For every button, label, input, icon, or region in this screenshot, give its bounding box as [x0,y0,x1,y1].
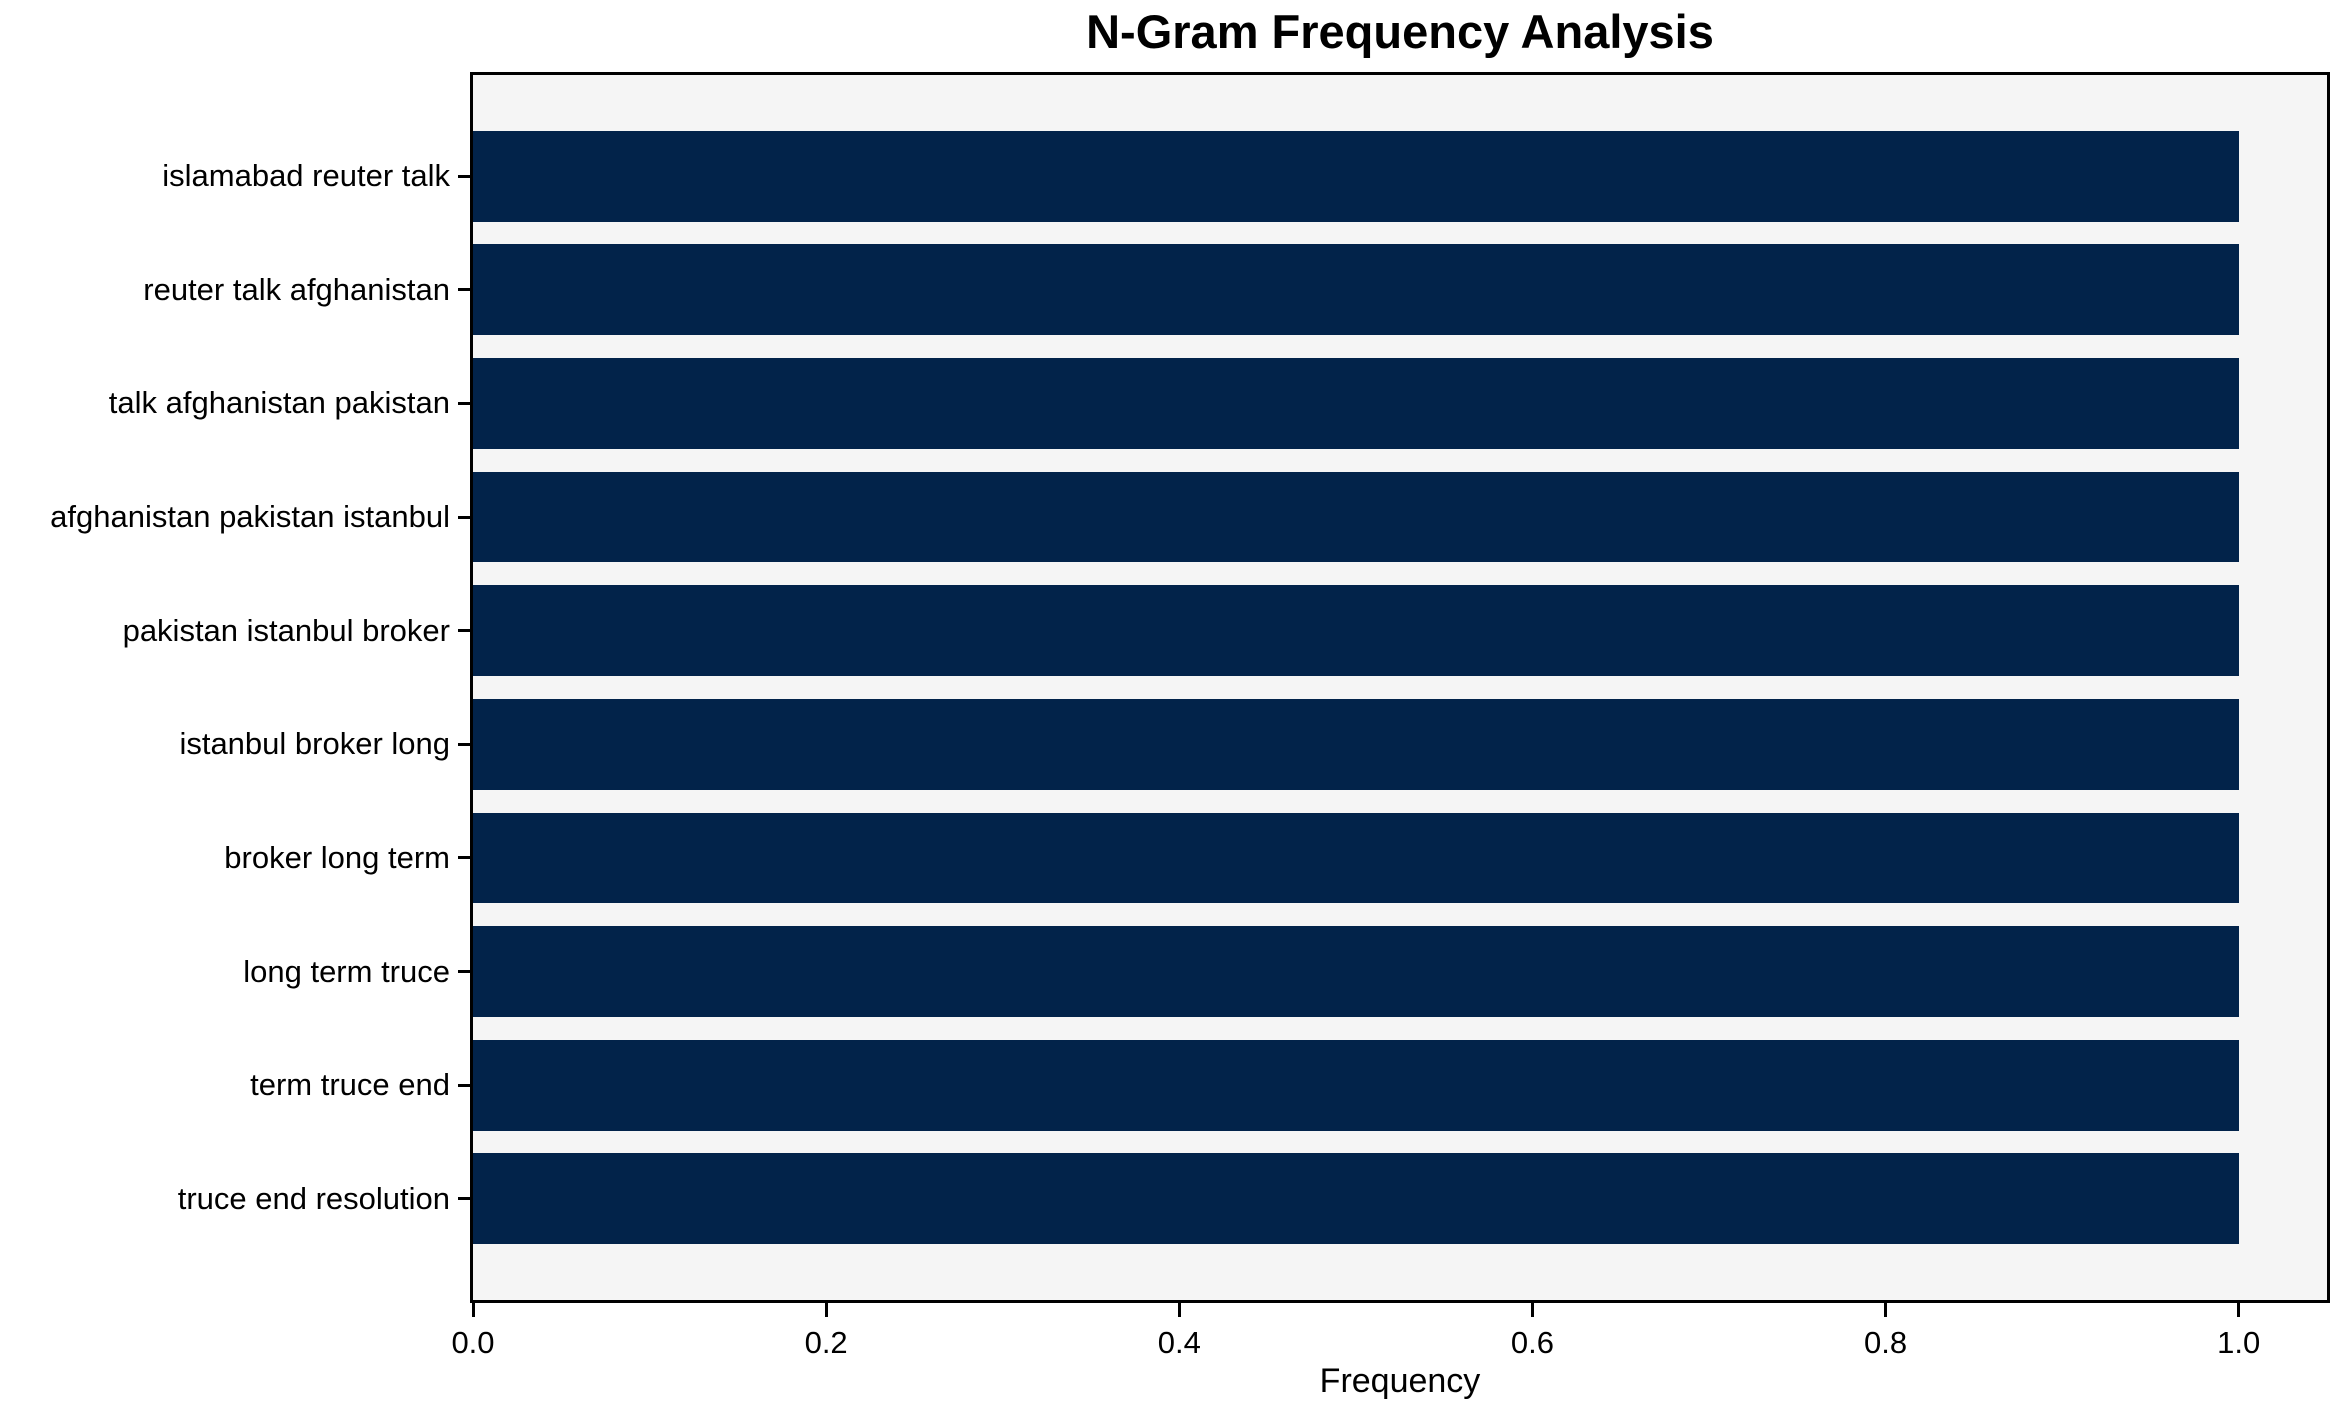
y-tick-mark [458,1197,470,1201]
chart-title: N-Gram Frequency Analysis [1086,5,1714,58]
y-tick-mark [458,174,470,178]
x-tick-label: 0.4 [1157,1325,1201,1360]
y-tick-label: talk afghanistan pakistan [108,385,450,421]
y-tick-label: islamabad reuter talk [162,158,450,194]
bar [473,698,2239,790]
y-tick-label: reuter talk afghanistan [143,271,450,307]
x-tick-label: 0.2 [804,1325,848,1360]
x-tick-label: 0.6 [1510,1325,1554,1360]
y-tick-label: truce end resolution [177,1180,450,1216]
x-tick-mark [471,1303,475,1317]
x-tick-mark [824,1303,828,1317]
y-tick-mark [458,742,470,746]
y-tick-mark [458,970,470,974]
x-tick-mark [1530,1303,1534,1317]
bar [473,130,2239,222]
y-tick-label: istanbul broker long [179,726,450,762]
plot-area [470,72,2330,1303]
x-tick-mark [2237,1303,2241,1317]
y-tick-label: broker long term [224,839,450,875]
y-tick-mark [458,856,470,860]
x-axis-label: Frequency [1319,1362,1481,1400]
x-tick-mark [1177,1303,1181,1317]
y-tick-mark [458,629,470,633]
y-tick-label: term truce end [250,1067,450,1103]
x-tick-label: 0.0 [451,1325,495,1360]
y-tick-mark [458,515,470,519]
y-tick-label: pakistan istanbul broker [122,612,450,648]
bar [473,1039,2239,1131]
x-tick-label: 1.0 [2217,1325,2261,1360]
x-tick-label: 0.8 [1864,1325,1908,1360]
bar [473,357,2239,449]
bar [473,585,2239,677]
y-tick-mark [458,1083,470,1087]
y-tick-label: long term truce [243,953,450,989]
y-tick-mark [458,288,470,292]
bar [473,244,2239,336]
y-tick-label: afghanistan pakistan istanbul [50,499,450,535]
bar [473,1153,2239,1245]
y-tick-mark [458,401,470,405]
x-tick-mark [1884,1303,1888,1317]
bar [473,926,2239,1018]
bar [473,812,2239,904]
bar [473,471,2239,563]
